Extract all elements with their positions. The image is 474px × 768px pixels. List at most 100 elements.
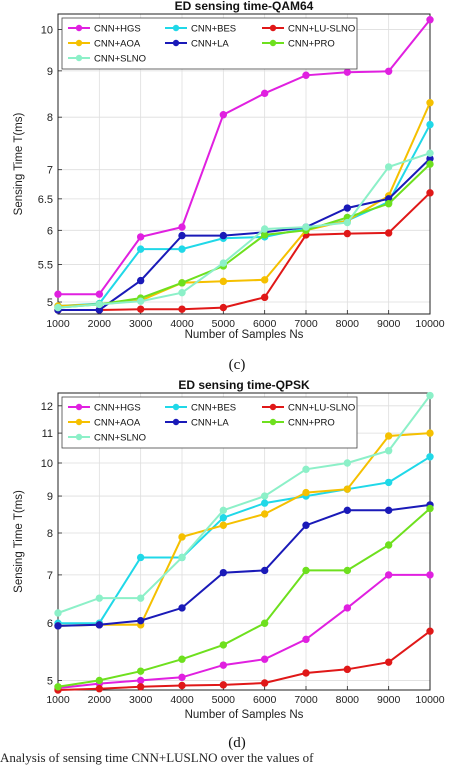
data-point [260, 566, 269, 575]
legend-label: CNN+LA [191, 39, 229, 50]
series-line [57, 394, 431, 614]
data-point [302, 488, 310, 497]
x-tick-label: 2000 [88, 694, 112, 706]
legend-box [61, 17, 358, 70]
data-point [426, 627, 434, 635]
y-axis-label: Sensing Time T(ms) [13, 490, 25, 593]
data-point [219, 259, 228, 267]
series-line [57, 432, 431, 627]
caption-c: (c) [228, 357, 246, 373]
legend-swatch-marker [172, 418, 180, 426]
legend-swatch-marker [75, 433, 83, 441]
data-point [343, 604, 352, 612]
x-tick-label: 3000 [129, 694, 153, 706]
legend-swatch-marker [269, 39, 277, 47]
series-line [58, 192, 431, 311]
data-point [343, 485, 352, 493]
data-point [302, 635, 310, 644]
data-point [178, 288, 186, 297]
legend-label: CNN+HGS [94, 24, 141, 35]
legend-item: CNN+PRO [262, 39, 335, 50]
legend-label: CNN+PRO [288, 418, 335, 429]
y-tick-label: 12 [41, 401, 53, 413]
x-tick-label: 8000 [336, 694, 360, 706]
data-point [343, 459, 352, 467]
legend-label: CNN+LU-SLNO [288, 403, 355, 414]
legend-label: CNN+PRO [288, 39, 335, 50]
data-point [384, 163, 393, 171]
data-point [343, 68, 352, 76]
data-point [136, 594, 145, 602]
data-point [219, 568, 228, 577]
data-point [260, 679, 269, 687]
legend-box [61, 396, 358, 449]
legend-label: CNN+LU-SLNO [288, 24, 355, 35]
data-point [260, 492, 269, 500]
x-tick-label: 4000 [170, 694, 194, 706]
y-tick-label: 9 [47, 66, 53, 78]
legend-item: CNN+LA [165, 418, 229, 429]
data-point [260, 619, 269, 627]
data-point [54, 622, 62, 630]
x-tick-label: 5000 [212, 318, 236, 330]
legend-swatch-marker [75, 418, 83, 426]
legend-label: CNN+AOA [94, 418, 141, 429]
data-point [219, 277, 228, 286]
data-point [260, 89, 269, 98]
data-point [136, 297, 145, 305]
data-point [136, 667, 145, 675]
data-point [384, 200, 393, 208]
data-point [178, 279, 186, 287]
data-point [136, 683, 145, 691]
data-point [302, 465, 310, 474]
data-point [426, 149, 434, 157]
data-point [178, 681, 186, 690]
x-tick-label: 3000 [129, 318, 153, 330]
legend-item: CNN+AOA [68, 39, 141, 50]
data-point [260, 499, 269, 507]
data-point [426, 429, 434, 437]
x-tick-label: 9000 [377, 694, 401, 706]
y-tick-label: 8 [47, 528, 53, 540]
legend-swatch-marker [269, 403, 277, 411]
legend-label: CNN+LA [191, 418, 229, 429]
x-tick-label: 1000 [46, 694, 70, 706]
y-tick-label: 11 [42, 428, 53, 440]
data-point [384, 446, 393, 455]
y-tick-label: 6 [47, 618, 53, 630]
data-point [302, 566, 310, 575]
data-point [426, 391, 434, 400]
legend-label: CNN+SLNO [94, 433, 146, 444]
legend-swatch-marker [75, 24, 83, 32]
series-cnn-slno [54, 391, 434, 617]
data-point [95, 676, 104, 685]
data-point [54, 683, 62, 691]
data-point [54, 290, 62, 298]
data-point [54, 303, 62, 312]
y-tick-label: 7 [47, 570, 53, 582]
series-cnn-slno [54, 149, 434, 312]
y-tick-label: 5.5 [38, 260, 53, 272]
data-point [178, 655, 186, 663]
legend-item: CNN+HGS [68, 24, 141, 35]
legend-label: CNN+BES [191, 403, 236, 414]
data-point [178, 231, 186, 240]
data-point [219, 661, 228, 669]
data-point [95, 621, 104, 629]
series-line [58, 157, 431, 311]
series-cnn-hgs [54, 571, 434, 692]
data-point [302, 71, 310, 79]
legend-item: CNN+PRO [262, 418, 335, 429]
data-point [219, 231, 228, 240]
series-line [58, 455, 431, 625]
chart-title: ED sensing time-QAM64 [175, 0, 314, 13]
x-tick-label: 9000 [377, 318, 401, 330]
legend-swatch-marker [172, 24, 180, 32]
legend-swatch-marker [269, 418, 277, 426]
data-point [384, 506, 393, 515]
y-tick-label: 6 [47, 225, 53, 237]
data-point [302, 521, 310, 529]
data-point [136, 276, 145, 285]
data-point [219, 641, 228, 649]
data-point [178, 533, 186, 541]
